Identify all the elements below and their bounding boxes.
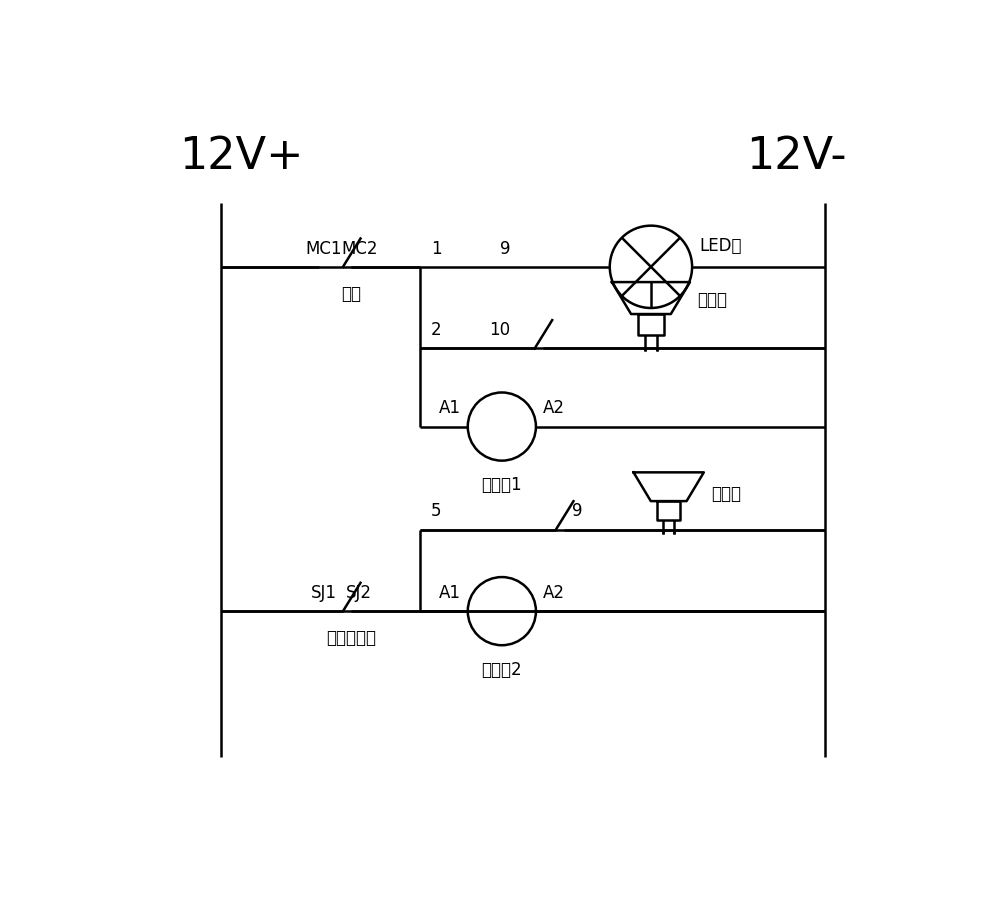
Text: 2: 2 [431,321,441,339]
Text: 1: 1 [431,240,441,257]
Text: 9: 9 [500,240,510,257]
Text: MC2: MC2 [341,240,377,257]
Text: A1: A1 [439,584,461,602]
Text: A2: A2 [543,399,565,418]
Text: A1: A1 [439,399,461,418]
Text: SJ2: SJ2 [346,584,372,602]
Text: 蜂鸣器: 蜂鸣器 [697,290,727,309]
Text: 门磁: 门磁 [341,285,361,302]
Text: 继电器1: 继电器1 [482,477,522,494]
Text: LED灯: LED灯 [699,237,742,255]
Text: 蜂鸣器: 蜂鸣器 [711,485,741,503]
Text: MC1: MC1 [306,240,342,257]
Text: A2: A2 [543,584,565,602]
Text: SJ1: SJ1 [311,584,337,602]
Text: 10: 10 [489,321,510,339]
Text: 9: 9 [572,502,583,520]
Text: 12V+: 12V+ [179,136,303,179]
Text: 12V-: 12V- [746,136,846,179]
Text: 水浸探测器: 水浸探测器 [326,629,376,647]
Text: 继电器2: 继电器2 [482,661,522,679]
Text: 5: 5 [431,502,441,520]
